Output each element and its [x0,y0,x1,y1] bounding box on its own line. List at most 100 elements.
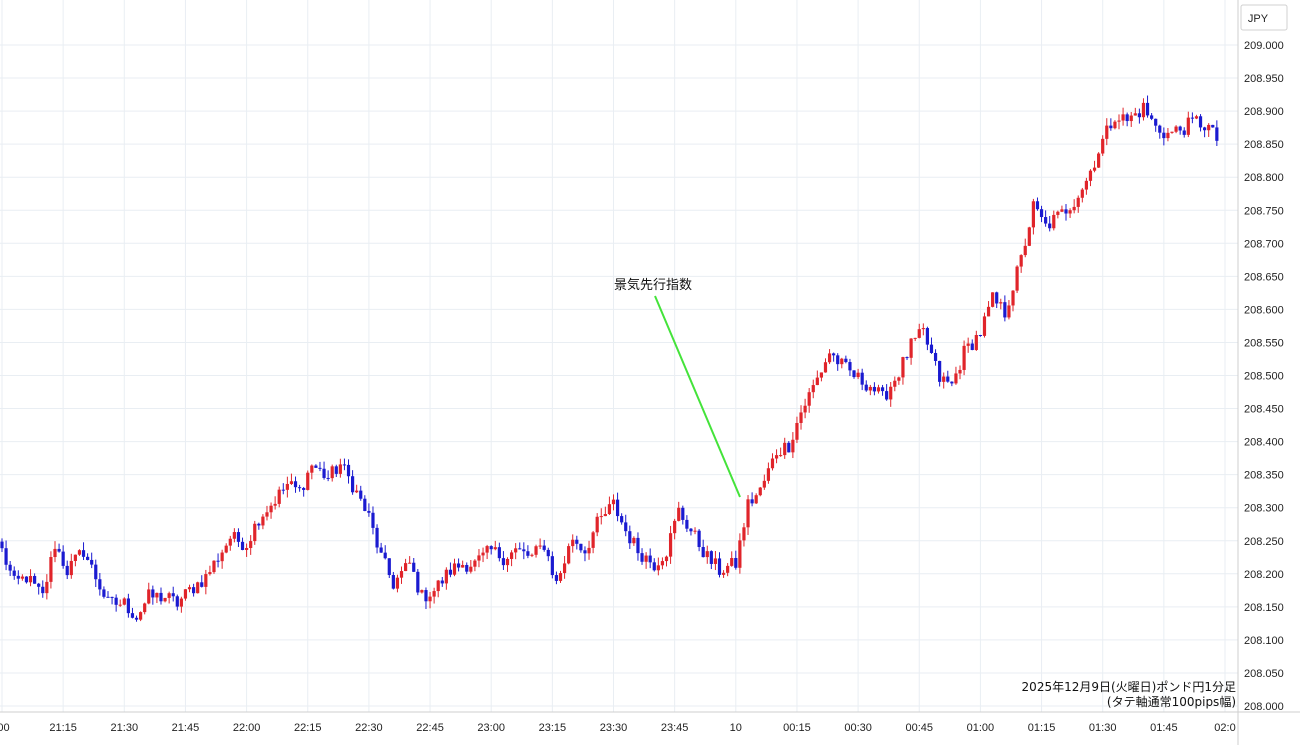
candle-body [1072,206,1076,211]
candle-body [950,381,954,384]
candle [925,326,930,351]
candle [701,539,705,558]
candle-body [1194,116,1199,119]
y-tick-label: 208.150 [1244,602,1284,614]
candle [1166,127,1170,142]
candle-body [599,516,603,518]
candle [273,496,277,510]
candle-body [734,558,738,568]
time-axis: :00 21:15 21:30 21:45 22:00 22:15 22:30 22:45 23… [0,722,1236,734]
candle-body [420,590,424,593]
candle-body [591,532,595,548]
candle [840,357,844,369]
candle [1207,123,1211,137]
candle-body [297,487,302,489]
candle-body [567,546,571,564]
y-tick-label: 209.000 [1244,40,1284,52]
y-tick-label: 208.300 [1244,503,1284,515]
candle [505,557,510,572]
candle-body [387,558,391,576]
candle-body [709,551,713,564]
x-tick-label: 21:15 [49,722,77,734]
candle-body [579,543,583,551]
candle [363,495,367,512]
candle [591,530,595,554]
candle [783,437,787,459]
candle-body [436,580,440,592]
x-tick-label: 22:30 [355,722,383,734]
candle [171,586,175,602]
y-tick-label: 208.550 [1244,337,1284,349]
candle-body [1186,117,1190,135]
candle-body [840,358,844,365]
candle-body [338,464,342,474]
candle-body [477,555,481,561]
candle-body [196,582,200,594]
candle-body [265,512,269,517]
candle-body [620,516,624,523]
candle [126,593,130,618]
candle-body [318,467,322,469]
x-tick-label: 21:30 [111,722,139,734]
candle-body [991,292,995,307]
candle [995,291,999,309]
candle [1109,118,1113,131]
candle [179,596,183,613]
candle [77,549,82,556]
candle-body [456,563,461,568]
candle-body [192,587,196,594]
candle-body [664,556,669,562]
candle [567,543,571,565]
candle-body [1068,210,1072,214]
candle-body [69,560,73,576]
candle [974,330,978,351]
candle-body [1190,117,1194,119]
candle [538,538,542,550]
candle-body [1166,132,1170,139]
candle [1003,295,1007,322]
candle-body [118,604,122,606]
candle [509,550,514,567]
candle [681,505,685,525]
candle-body [102,589,106,597]
candle-body [261,516,265,526]
candle [155,592,159,604]
candle-body [1064,209,1068,214]
candle [281,483,285,495]
candle [950,381,954,387]
candle-body [1048,223,1052,229]
candle [933,349,938,366]
candle [986,301,991,317]
candle-body [497,547,501,559]
candle [399,566,404,584]
candle [1150,113,1154,121]
candle [163,597,167,603]
x-tick-label: 23:00 [477,722,505,734]
candle [277,486,281,508]
candle-body [836,355,840,365]
candle [909,338,913,365]
candle-body [346,464,351,477]
candle-body [469,566,473,572]
candle-body [689,528,693,532]
x-tick-label: 01:15 [1028,722,1056,734]
candle-body [485,546,489,553]
candle [367,503,371,517]
candle-body [685,519,689,529]
candle-body [705,551,709,558]
candle [477,549,481,568]
candle-body [155,592,159,598]
candle [285,476,289,498]
candle [685,515,689,533]
candle-body [787,442,791,453]
candle [872,382,877,396]
candle-body [383,552,387,559]
candle [387,558,391,579]
candle-body [738,540,742,568]
candle [897,376,901,385]
candle [391,571,395,590]
candle [175,594,179,611]
candle-body [28,575,33,583]
x-tick-label: 21:45 [172,722,200,734]
candle-body [139,612,143,620]
